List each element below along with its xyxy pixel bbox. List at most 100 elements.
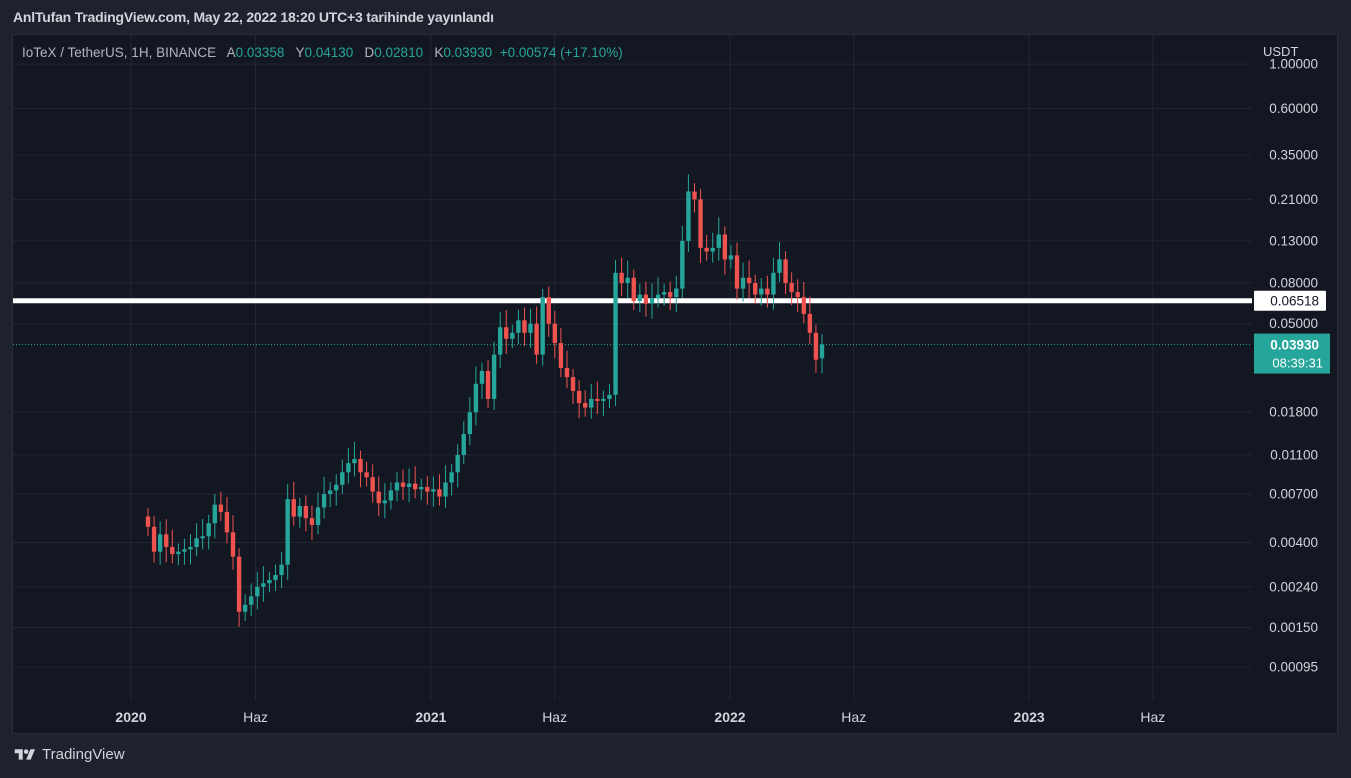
candle xyxy=(522,307,527,346)
candle xyxy=(589,383,594,419)
candle-body xyxy=(734,255,740,289)
candle-body xyxy=(583,403,588,408)
candle-body xyxy=(157,534,163,552)
candle-body xyxy=(473,383,479,413)
candle-body xyxy=(164,534,169,548)
candle-body xyxy=(625,277,630,283)
candle xyxy=(516,309,521,344)
chart-panel[interactable] xyxy=(12,34,1338,734)
candle-body xyxy=(540,297,545,355)
candle xyxy=(236,548,242,627)
open-value: 0.03358 xyxy=(235,45,285,60)
candle-body xyxy=(528,323,533,333)
time-tick-label: 2021 xyxy=(415,709,446,725)
candle-body xyxy=(467,412,473,435)
candle xyxy=(388,482,394,510)
candle xyxy=(753,274,758,304)
candle-body xyxy=(813,332,819,360)
candle xyxy=(698,188,703,263)
candle-body xyxy=(230,532,236,557)
change-value: +0.00574 (+17.10%) xyxy=(499,45,623,60)
candle xyxy=(151,516,157,563)
candle-body xyxy=(740,277,746,289)
candle xyxy=(194,523,199,557)
symbol-name[interactable]: IoTeX / TetherUS, 1H, BINANCE xyxy=(22,45,217,60)
candle xyxy=(467,397,473,446)
candle xyxy=(315,492,321,535)
brand-name: TradingView xyxy=(42,746,125,763)
candle-body xyxy=(412,483,418,490)
candle xyxy=(364,461,369,487)
candle xyxy=(461,421,466,465)
time-tick-label: Haz xyxy=(841,709,866,725)
candle-body xyxy=(534,323,539,355)
tradingview-brand[interactable]: TradingView xyxy=(13,746,125,763)
price-tick-label: 0.60000 xyxy=(1269,101,1318,116)
candle xyxy=(765,275,770,308)
candle-body xyxy=(267,579,272,584)
candle-body xyxy=(704,247,709,252)
candle xyxy=(437,474,442,506)
candle xyxy=(249,583,254,616)
time-tick-label: Haz xyxy=(542,709,567,725)
candle-body xyxy=(340,472,345,485)
candle-body xyxy=(680,240,685,289)
hline-price-label: 0.06518 xyxy=(1270,294,1319,309)
candle-body xyxy=(358,458,363,473)
candle-body xyxy=(613,272,618,395)
candle-body xyxy=(400,482,406,487)
candle-body xyxy=(783,259,788,283)
candle-body xyxy=(176,551,181,555)
candle-body xyxy=(242,604,248,612)
close-value: 0.03930 xyxy=(443,45,493,60)
candle xyxy=(425,476,430,505)
candle xyxy=(576,380,582,419)
candle-body xyxy=(546,297,551,324)
time-tick-label: 2023 xyxy=(1014,709,1045,725)
candle xyxy=(583,390,588,417)
candle-body xyxy=(388,490,394,501)
candle-body xyxy=(194,538,199,548)
candle-body xyxy=(504,327,509,339)
time-axis: 2020 Haz 2021 Haz 2022 Haz 2023 Haz xyxy=(115,709,1165,725)
candle xyxy=(273,564,278,591)
price-tick-label: 0.01800 xyxy=(1269,405,1318,420)
hline-price-tag xyxy=(1254,290,1326,311)
candle xyxy=(212,493,217,539)
candle-body xyxy=(637,294,643,301)
candle-body xyxy=(753,282,758,295)
candle-body xyxy=(491,354,497,399)
candle-body xyxy=(601,398,606,401)
candle xyxy=(376,476,381,517)
candle xyxy=(686,174,691,253)
candle-body xyxy=(570,377,576,392)
price-tick-label: 0.05000 xyxy=(1269,316,1318,331)
candle-body xyxy=(346,463,351,473)
candle xyxy=(170,529,175,564)
candle-body xyxy=(224,511,230,533)
candle-body xyxy=(746,277,752,283)
candle xyxy=(528,308,533,348)
grid-lines xyxy=(13,35,1252,700)
candle-body xyxy=(589,398,594,408)
candle xyxy=(352,441,357,477)
candle-body xyxy=(261,583,266,587)
candle xyxy=(206,514,211,550)
candle xyxy=(643,281,649,317)
high-value: 0.04130 xyxy=(304,45,354,60)
low-value: 0.02810 xyxy=(374,45,424,60)
candle-body xyxy=(692,191,697,200)
candle xyxy=(704,235,709,261)
candle xyxy=(692,183,697,213)
candle xyxy=(327,482,333,508)
price-tick-label: 0.01100 xyxy=(1270,447,1318,462)
candle-body xyxy=(552,323,558,344)
candle xyxy=(479,362,485,399)
candle xyxy=(340,459,345,494)
candle-body xyxy=(497,327,503,355)
candle-body xyxy=(479,370,485,384)
symbol-legend: IoTeX / TetherUS, 1H, BINANCE A0.03358 Y… xyxy=(22,45,623,60)
candle xyxy=(546,286,551,337)
candle-body xyxy=(425,486,430,492)
